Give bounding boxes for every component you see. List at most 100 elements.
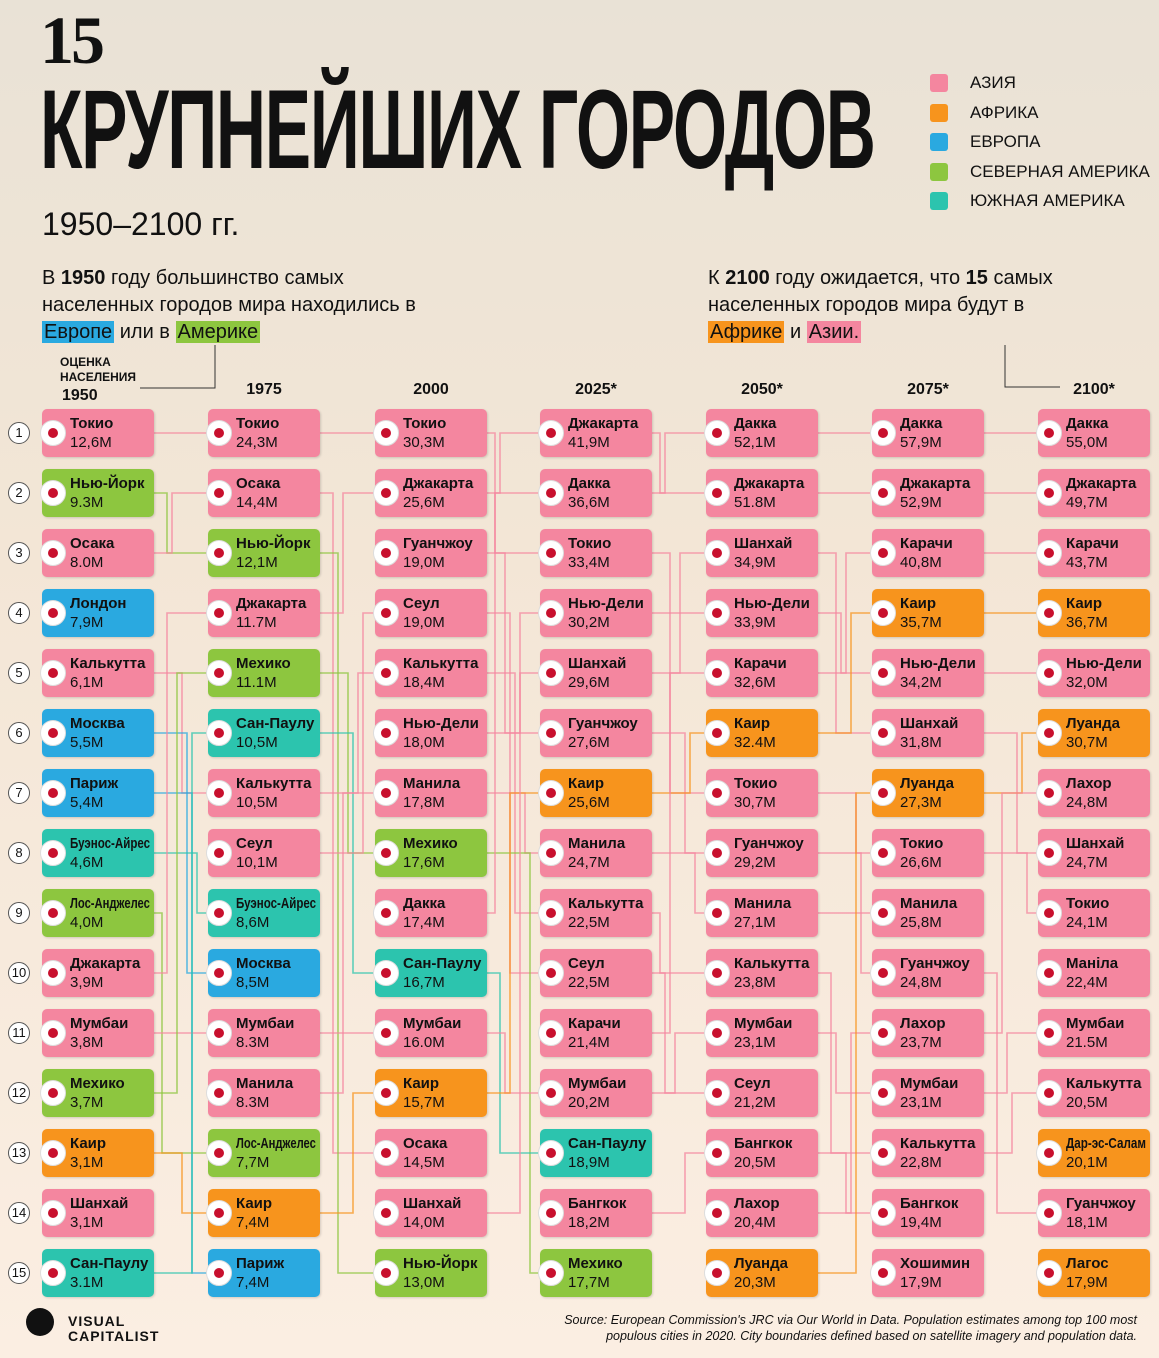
- city-name: Лахор: [1066, 775, 1112, 792]
- city-name: Луанда: [734, 1255, 788, 1272]
- city-name: Шанхай: [900, 715, 959, 732]
- city-name: Гуанчжоу: [1066, 1195, 1136, 1212]
- connector: [320, 612, 375, 854]
- city-card: Дакка 52,1M: [704, 409, 818, 457]
- city-name: Лахор: [734, 1195, 780, 1212]
- city-name: Токио: [900, 835, 944, 852]
- connector: [487, 792, 540, 1094]
- city-name: Манила: [568, 835, 626, 852]
- flag-icon: [1036, 960, 1062, 986]
- city-name: Бангкок: [734, 1135, 793, 1152]
- city-population: 25,6M: [403, 494, 445, 511]
- connector: [320, 672, 375, 794]
- city-population: 10,1M: [236, 854, 278, 871]
- city-name: Карачи: [734, 655, 787, 672]
- city-population: 51.8M: [734, 494, 776, 511]
- city-population: 22,5M: [568, 914, 610, 931]
- city-card: Манила 24,7M: [538, 829, 652, 877]
- city-card: Гуанчжоу 27,6M: [538, 709, 652, 757]
- column-year: 2000: [413, 381, 449, 398]
- city-name: Осака: [70, 535, 115, 552]
- city-population: 14,4M: [236, 494, 278, 511]
- connector: [154, 672, 208, 1094]
- city-population: 8,6M: [236, 914, 270, 931]
- city-population: 12,1M: [236, 554, 278, 571]
- city-name: Гуанчжоу: [403, 535, 473, 552]
- city-card: Токио 30,3M: [373, 409, 487, 457]
- connector: [320, 492, 375, 1154]
- city-population: 3,1M: [70, 1154, 104, 1171]
- flag-icon: [870, 900, 896, 926]
- connector: [320, 552, 375, 1274]
- city-name: Мехико: [236, 655, 291, 672]
- bracket: [1004, 345, 1060, 388]
- city-card: Осака 8.0M: [40, 529, 154, 577]
- city-card: Мумбаи 3,8M: [40, 1009, 154, 1057]
- city-card: Нью-Дели 32,0M: [1036, 649, 1150, 697]
- city-card: Манила 25,8M: [870, 889, 984, 937]
- rank-badge: 4: [8, 602, 30, 624]
- flag-icon: [40, 660, 66, 686]
- city-population: 8.0M: [70, 554, 104, 571]
- city-name: Париж: [70, 775, 119, 792]
- city-name: Сан-Паулу: [568, 1135, 647, 1152]
- connector: [984, 1032, 1038, 1094]
- city-population: 18,4M: [403, 674, 445, 691]
- flag-icon: [206, 1080, 232, 1106]
- city-population: 18,1M: [1066, 1214, 1108, 1231]
- city-population: 8,5M: [236, 974, 270, 991]
- city-card: Нью-Йорк 13,0M: [373, 1249, 487, 1297]
- city-population: 7,9M: [70, 614, 104, 631]
- city-card: Калькутта 10,5M: [206, 769, 320, 817]
- city-card: Калькутта 22,5M: [538, 889, 652, 937]
- highlight: Азии.: [806, 321, 862, 343]
- flag-icon: [704, 1140, 730, 1166]
- city-population: 21,2M: [734, 1094, 776, 1111]
- rank-badge: 13: [8, 1142, 30, 1164]
- city-name: Бангкок: [568, 1195, 627, 1212]
- city-card: Мумбаи 21.5M: [1036, 1009, 1150, 1057]
- rank-badge: 11: [8, 1022, 30, 1044]
- city-name: Сеул: [734, 1075, 771, 1092]
- city-card: Карачи 40,8M: [870, 529, 984, 577]
- city-population: 20,5M: [734, 1154, 776, 1171]
- city-name: Сан-Паулу: [236, 715, 315, 732]
- city-card: Маніла 22,4M: [1036, 949, 1150, 997]
- flag-icon: [373, 720, 399, 746]
- city-name: Осака: [403, 1135, 448, 1152]
- city-card: Хошимин 17,9M: [870, 1249, 984, 1297]
- city-card: Париж 7,4M: [206, 1249, 320, 1297]
- connector: [652, 732, 706, 794]
- city-population: 23,1M: [900, 1094, 942, 1111]
- city-card: Шанхай 34,9M: [704, 529, 818, 577]
- city-card: Шанхай 14,0M: [373, 1189, 487, 1237]
- city-name: Сан-Паулу: [403, 955, 482, 972]
- flag-icon: [704, 900, 730, 926]
- legend-label: АЗИЯ: [970, 73, 1016, 92]
- city-population: 8.3M: [236, 1094, 270, 1111]
- flag-icon: [870, 420, 896, 446]
- title-number: 15: [40, 2, 105, 78]
- city-card: Токио 12,6M: [40, 409, 154, 457]
- flag-icon: [40, 480, 66, 506]
- city-card: Калькутта 22,8M: [870, 1129, 984, 1177]
- city-card: Сеул 10,1M: [206, 829, 320, 877]
- flag-icon: [870, 660, 896, 686]
- city-population: 17,7M: [568, 1274, 610, 1291]
- city-card: Лос-Анджелес 4,0M: [40, 889, 154, 937]
- city-name: Нью-Дели: [568, 595, 644, 612]
- city-population: 14,5M: [403, 1154, 445, 1171]
- city-name: Джакарта: [403, 475, 474, 492]
- city-population: 30,7M: [734, 794, 776, 811]
- flag-icon: [40, 1260, 66, 1286]
- flag-icon: [1036, 1200, 1062, 1226]
- city-card: Джакарта 51.8M: [704, 469, 818, 517]
- connector: [154, 612, 208, 974]
- city-population: 10,5M: [236, 734, 278, 751]
- city-name: Каир: [70, 1135, 107, 1152]
- subtitle: 1950–2100 гг.: [42, 206, 240, 242]
- connector: [487, 792, 540, 854]
- city-population: 6,1M: [70, 674, 104, 691]
- city-card: Лос-Анджелес 7,7M: [206, 1129, 320, 1177]
- city-card: Токио 30,7M: [704, 769, 818, 817]
